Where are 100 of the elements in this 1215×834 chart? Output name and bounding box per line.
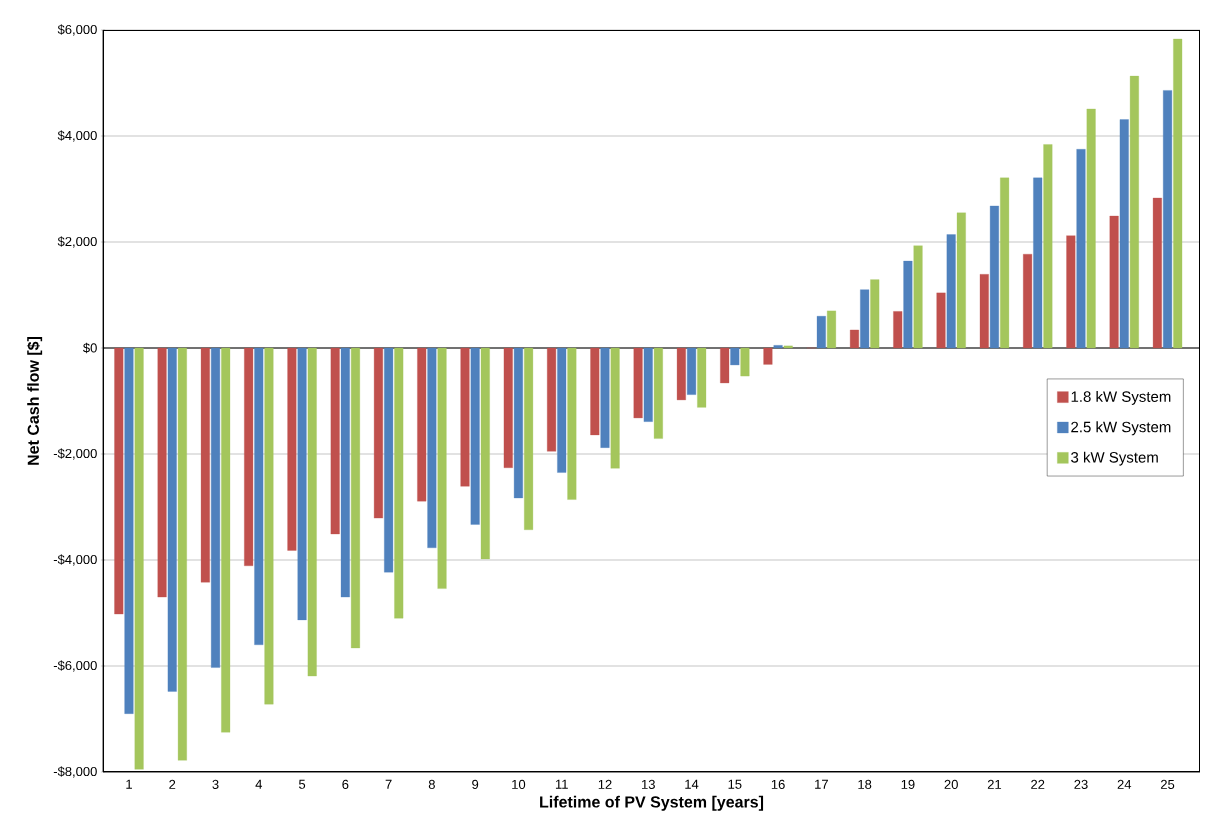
bar <box>1163 90 1173 349</box>
x-tick-label: 9 <box>472 779 479 789</box>
bar <box>480 347 490 560</box>
bar <box>600 347 610 448</box>
x-axis-title: Lifetime of PV System [years] <box>540 795 764 811</box>
legend-label: 2.5 kW System <box>1071 421 1171 436</box>
bar <box>134 347 144 770</box>
bar <box>1173 38 1183 349</box>
bar <box>913 245 923 349</box>
x-tick-label: 16 <box>771 779 785 789</box>
x-tick-label: 18 <box>858 779 872 789</box>
y-tick-label: $6,000 <box>57 24 97 36</box>
bar <box>697 347 707 408</box>
x-tick-label: 12 <box>598 779 612 789</box>
legend-label: 1.8 kW System <box>1071 390 1171 405</box>
bar <box>221 347 231 733</box>
bar <box>676 347 686 401</box>
x-tick-label: 6 <box>342 779 349 789</box>
bar <box>946 234 956 349</box>
bar <box>1119 119 1129 349</box>
bar <box>1109 215 1119 349</box>
bar <box>1086 108 1096 349</box>
x-tick-label: 8 <box>428 779 435 789</box>
bar <box>730 347 740 366</box>
y-tick-label: -$2,000 <box>53 448 97 460</box>
bar <box>394 347 404 619</box>
bar <box>547 347 557 452</box>
bar <box>643 347 653 422</box>
bar <box>177 347 187 761</box>
bar <box>1023 254 1033 349</box>
bar <box>1076 149 1086 349</box>
bar <box>244 347 254 566</box>
y-tick-label: -$8,000 <box>53 766 97 778</box>
bar <box>610 347 620 469</box>
x-tick-label: 19 <box>901 779 915 789</box>
bar <box>1129 75 1139 349</box>
x-tick-label: 13 <box>642 779 655 789</box>
bar <box>1043 144 1053 349</box>
x-tick-label: 3 <box>212 779 219 789</box>
bar <box>1033 177 1043 349</box>
bar <box>633 347 643 419</box>
bar <box>124 347 134 714</box>
x-tick-label: 22 <box>1031 779 1045 789</box>
bar <box>460 347 470 487</box>
x-tick-label: 15 <box>728 779 742 789</box>
y-tick-label: -$6,000 <box>53 660 97 672</box>
bar <box>1066 235 1076 349</box>
x-tick-label: 25 <box>1160 779 1175 789</box>
y-tick-label: $2,000 <box>57 236 97 248</box>
y-tick-label: -$4,000 <box>53 554 97 566</box>
bar <box>264 347 274 705</box>
x-tick-label: 2 <box>169 779 176 789</box>
bar <box>470 347 480 525</box>
bar <box>763 347 773 365</box>
bar <box>254 347 264 645</box>
bar <box>567 347 577 500</box>
bar <box>351 347 360 649</box>
legend-label: 3 kW System <box>1071 451 1158 466</box>
bar <box>653 347 663 439</box>
bar <box>373 347 383 519</box>
bar <box>1000 177 1010 349</box>
bar <box>773 345 783 349</box>
bar <box>816 316 826 349</box>
x-tick-label: 1 <box>126 779 132 789</box>
bar <box>783 345 793 349</box>
bar <box>157 347 167 598</box>
bar <box>287 347 297 551</box>
x-tick-label: 14 <box>685 779 699 789</box>
bar <box>524 347 534 530</box>
x-tick-label: 10 <box>512 779 526 789</box>
bar <box>557 347 567 473</box>
x-tick-label: 21 <box>987 779 1002 789</box>
bar <box>437 347 447 589</box>
bar <box>307 347 317 677</box>
bar <box>590 347 600 436</box>
bar <box>740 347 750 377</box>
bar <box>687 347 697 395</box>
bar <box>384 347 394 573</box>
bar <box>200 347 210 583</box>
bar <box>114 347 124 615</box>
x-tick-label: 4 <box>255 779 263 789</box>
x-tick-label: 17 <box>815 779 828 789</box>
bar <box>211 347 220 668</box>
x-tick-label: 11 <box>555 779 568 789</box>
bar <box>989 205 999 349</box>
bar <box>893 311 903 349</box>
bar <box>427 347 437 548</box>
x-tick-label: 7 <box>385 779 392 789</box>
bar <box>956 212 966 349</box>
bar <box>870 279 880 349</box>
bar <box>827 310 836 349</box>
bar <box>860 289 870 349</box>
bar <box>513 347 523 499</box>
bar <box>167 347 177 692</box>
bar <box>340 347 350 598</box>
bar <box>903 260 913 349</box>
bar <box>850 329 859 349</box>
bar <box>720 347 730 384</box>
bar <box>1152 197 1162 349</box>
y-axis-title: Net Cash flow [$] <box>26 337 43 465</box>
